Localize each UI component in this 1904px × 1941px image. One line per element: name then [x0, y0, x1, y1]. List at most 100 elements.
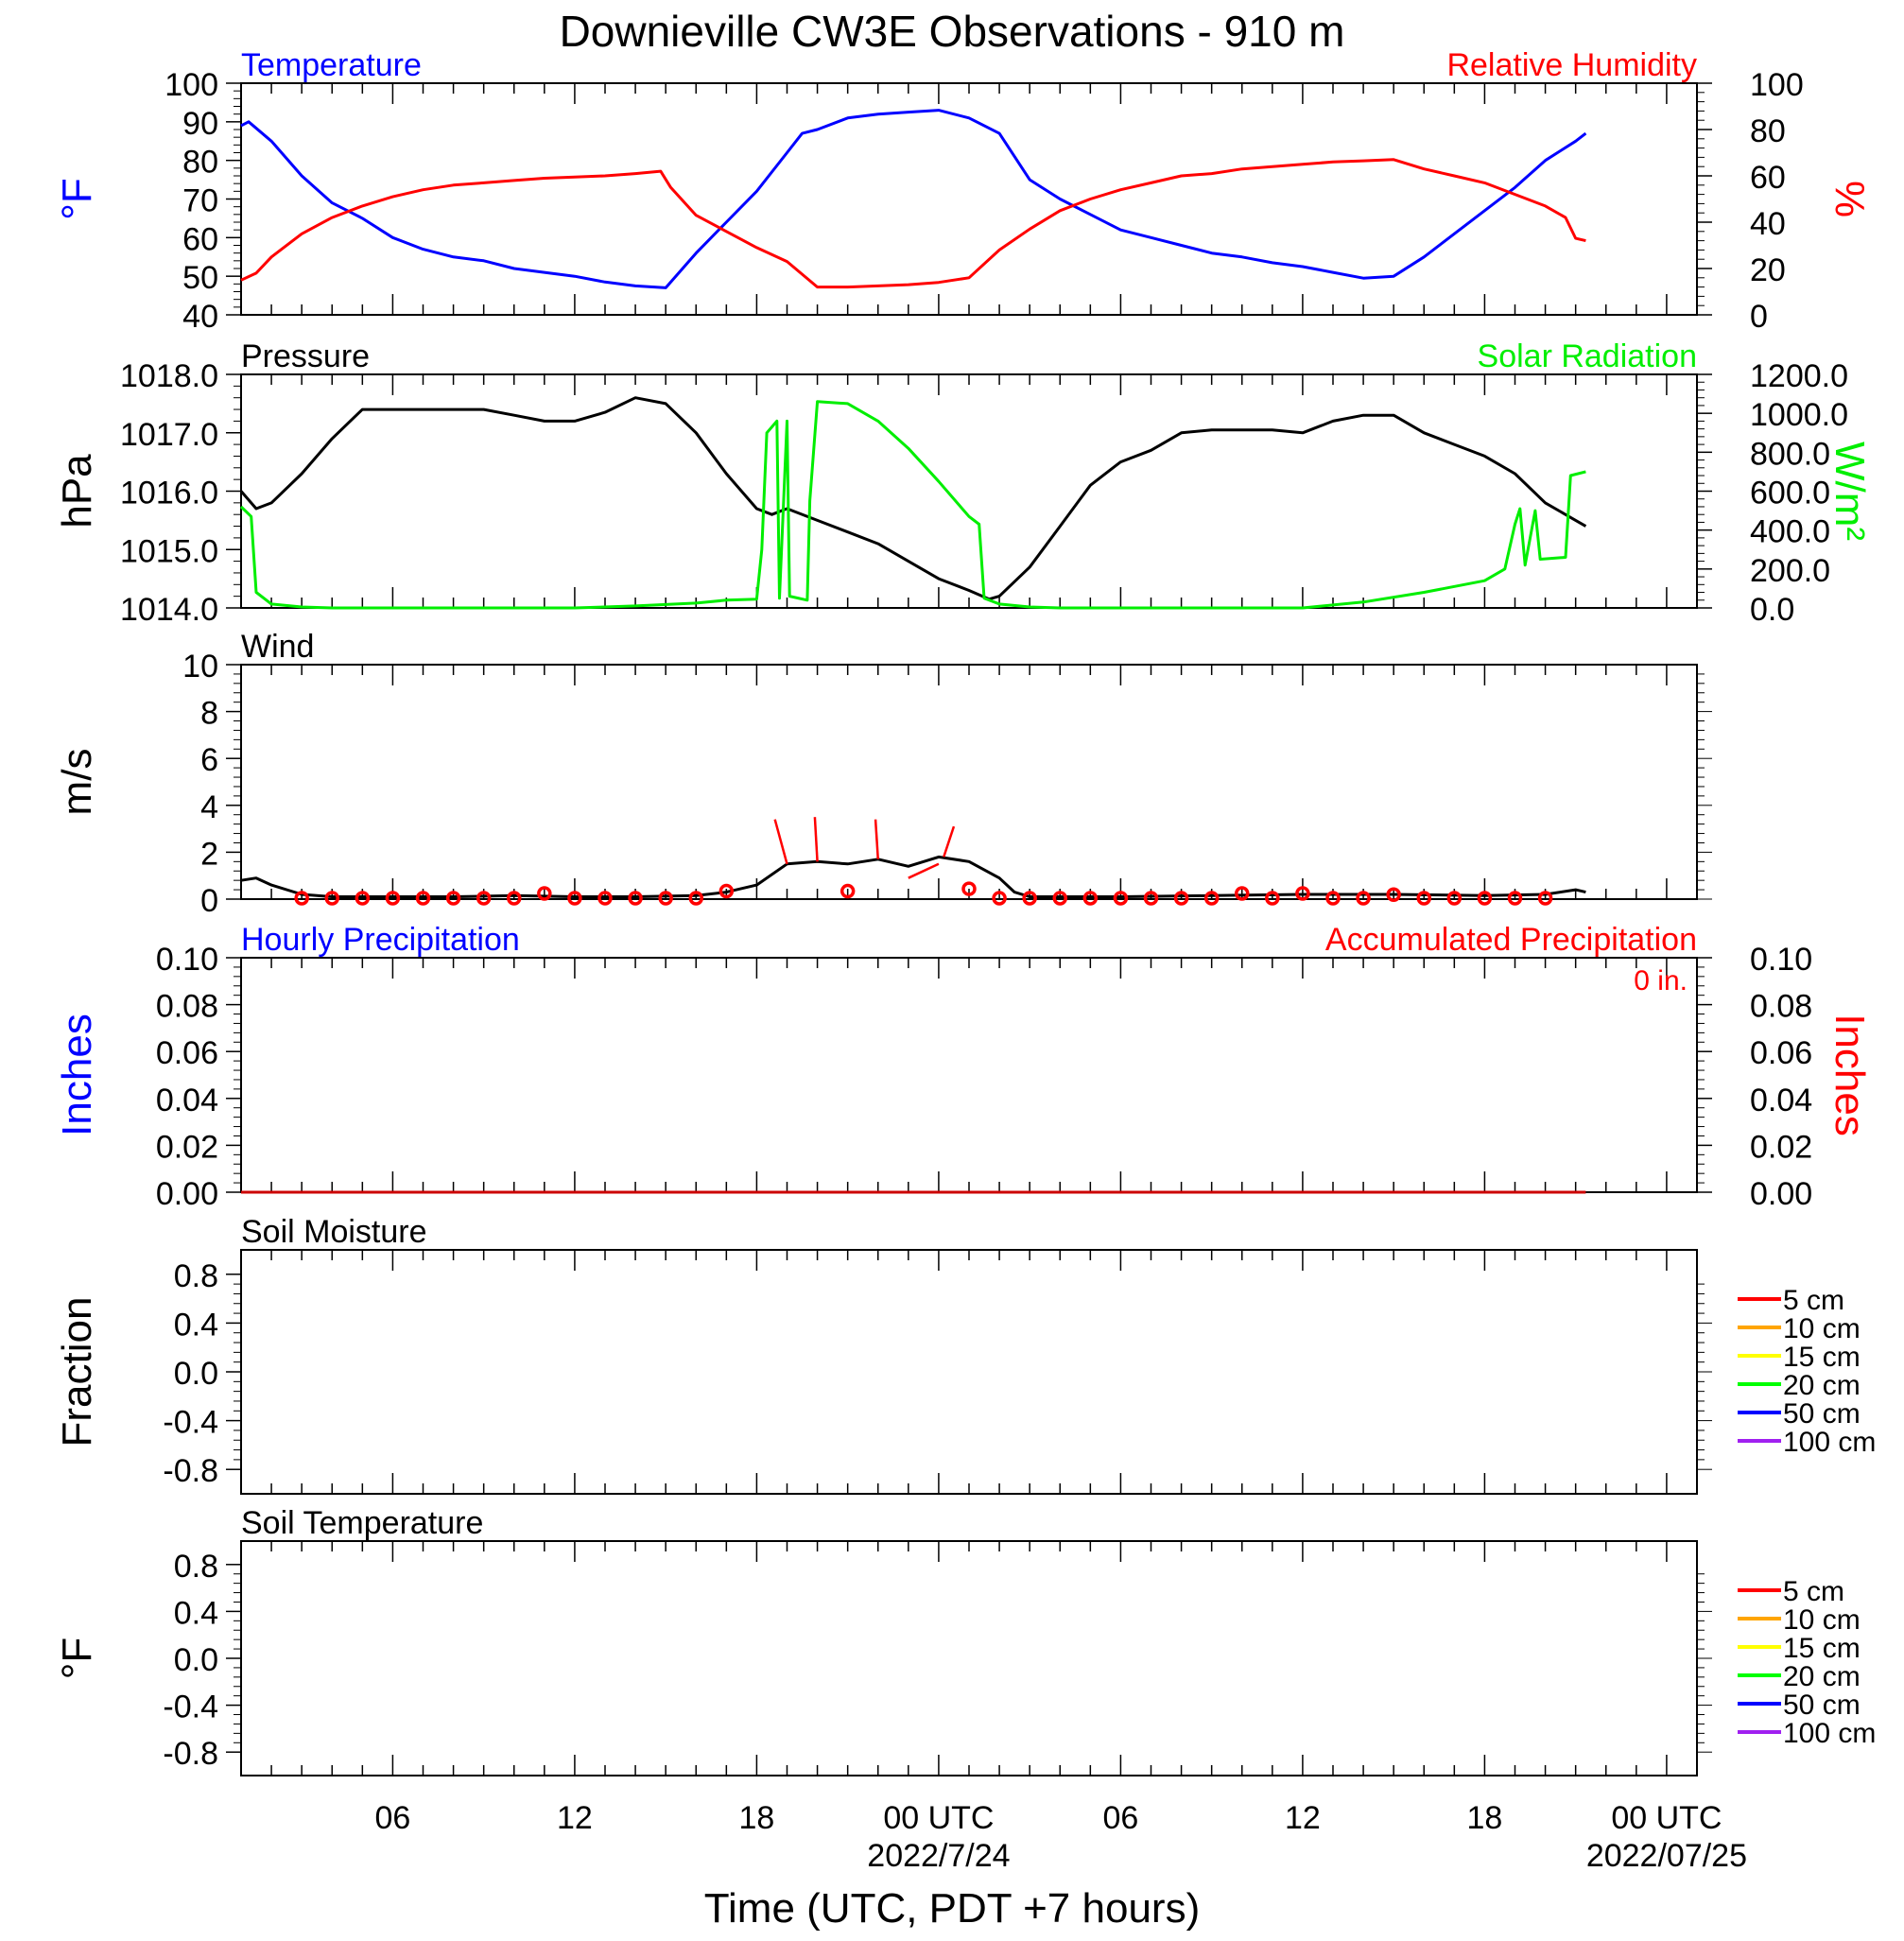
y-tick-label: 1014.0 — [120, 592, 218, 628]
y2-tick-label: 20 — [1750, 252, 1786, 288]
y-tick-label: 0.06 — [156, 1035, 218, 1071]
wind-marker — [658, 891, 673, 906]
y2-tick-label: 0.10 — [1750, 942, 1812, 978]
y2-tick-label: 400.0 — [1750, 514, 1830, 550]
plot-frame — [240, 1540, 1698, 1776]
x-tick-label: 06 — [1103, 1800, 1139, 1836]
x-tick-label: 18 — [1467, 1800, 1503, 1836]
wind-marker — [567, 891, 582, 906]
series-line — [240, 109, 1587, 289]
panel-title-left: Soil Moisture — [241, 1214, 427, 1250]
y-tick-label: 1018.0 — [120, 358, 218, 394]
y-tick-label: 8 — [200, 696, 218, 732]
wind-marker — [1386, 887, 1401, 903]
wind-marker — [688, 891, 703, 906]
wind-barb — [908, 862, 940, 879]
y-tick-label: -0.8 — [163, 1453, 218, 1489]
y2-axis-title: W/m² — [1826, 442, 1873, 541]
y-tick-label: 10 — [182, 649, 218, 685]
wind-marker — [507, 891, 522, 906]
y2-axis-title: % — [1826, 181, 1873, 217]
y-tick-label: 60 — [182, 221, 218, 257]
y2-tick-label: 60 — [1750, 160, 1786, 196]
wind-marker — [839, 883, 856, 899]
legend-label: 15 cm — [1783, 1342, 1861, 1373]
y-tick-label: 50 — [182, 260, 218, 296]
wind-barb — [874, 819, 879, 859]
y-axis-title: Inches — [54, 1014, 100, 1136]
y-tick-label: 0 — [200, 883, 218, 919]
x-tick-label: 00 UTC — [883, 1800, 994, 1836]
series-line — [240, 855, 1586, 898]
page-title: Downieville CW3E Observations - 910 m — [559, 7, 1345, 56]
wind-marker — [1356, 891, 1371, 906]
wind-marker — [961, 881, 977, 896]
x-tick-label: 12 — [557, 1800, 593, 1836]
legend-label: 15 cm — [1783, 1633, 1861, 1664]
y-tick-label: 0.04 — [156, 1083, 218, 1118]
y-tick-label: 90 — [182, 106, 218, 142]
series-line — [240, 158, 1586, 289]
y2-tick-label: 200.0 — [1750, 553, 1830, 589]
y-tick-label: 70 — [182, 183, 218, 219]
x-tick-label: 06 — [375, 1800, 411, 1836]
y2-tick-label: 100 — [1750, 67, 1804, 103]
panel-pressure-solar: 1014.0 1015.0 1016.0 1017.0 1018.0 0.0200.040… — [54, 338, 1873, 628]
wind-barb — [943, 825, 956, 858]
wind-marker — [1477, 891, 1493, 906]
y-tick-label: 0.8 — [174, 1258, 218, 1294]
y2-tick-label: 0 — [1750, 299, 1768, 335]
panel-title-left: Wind — [241, 629, 314, 665]
y-tick-label: 1015.0 — [120, 533, 218, 569]
y-tick-label: 2 — [200, 836, 218, 872]
y2-tick-label: 800.0 — [1750, 436, 1830, 472]
y-tick-label: 4 — [200, 789, 218, 825]
y-tick-label: 1016.0 — [120, 476, 218, 511]
wind-marker — [1143, 891, 1159, 906]
y-tick-label: 1017.0 — [120, 417, 218, 453]
y-tick-label: 40 — [182, 299, 218, 335]
wind-marker — [385, 891, 401, 906]
y-tick-label: 0.08 — [156, 989, 218, 1025]
wind-marker — [718, 883, 735, 899]
y-tick-label: -0.4 — [163, 1690, 218, 1725]
wind-marker — [324, 891, 339, 906]
y2-tick-label: 0.00 — [1750, 1176, 1812, 1212]
y2-tick-label: 0.06 — [1750, 1035, 1812, 1071]
legend-label: 100 cm — [1783, 1718, 1876, 1749]
y2-tick-label: 1000.0 — [1750, 397, 1848, 433]
panel-soil-moisture: -0.8 -0.4 0.0 0.4 0.8 Soil Moisture Fraction 5 … — [54, 1214, 1876, 1495]
x-tick-label: 18 — [739, 1800, 775, 1836]
wind-marker — [1203, 891, 1220, 906]
panel-title-left: Soil Temperature — [241, 1505, 483, 1541]
wind-marker — [1507, 891, 1523, 906]
wind-marker — [415, 891, 431, 906]
wind-marker — [1082, 891, 1099, 906]
y2-tick-label: 40 — [1750, 206, 1786, 242]
wind-marker — [476, 891, 492, 906]
plot-frame — [240, 664, 1698, 900]
x-axis-label: Time (UTC, PDT +7 hours) — [703, 1885, 1201, 1932]
panel-annotation: 0 in. — [1634, 965, 1688, 996]
y2-tick-label: 600.0 — [1750, 476, 1830, 511]
y-tick-label: 80 — [182, 145, 218, 181]
y2-tick-label: 0.08 — [1750, 989, 1812, 1025]
y-tick-label: -0.8 — [163, 1736, 218, 1772]
wind-marker — [1173, 891, 1189, 906]
wind-marker — [1416, 891, 1431, 906]
wind-marker — [445, 891, 461, 906]
y-axis-title: Fraction — [54, 1297, 100, 1447]
panel-title-left: Temperature — [241, 47, 422, 83]
y2-tick-label: 0.02 — [1750, 1129, 1812, 1165]
panel-wind: 0 2 4 6 8 10 Wind m/s — [54, 629, 1712, 919]
legend-label: 20 cm — [1783, 1370, 1861, 1401]
wind-marker — [1446, 891, 1463, 906]
y-tick-label: 0.02 — [156, 1129, 218, 1165]
panel-title-right: Accumulated Precipitation — [1325, 922, 1697, 958]
y-tick-label: -0.4 — [163, 1405, 218, 1441]
y-tick-label: 0.0 — [174, 1356, 218, 1392]
y2-tick-label: 1200.0 — [1750, 358, 1848, 394]
x-tick-sublabel: 2022/7/24 — [867, 1838, 1010, 1874]
